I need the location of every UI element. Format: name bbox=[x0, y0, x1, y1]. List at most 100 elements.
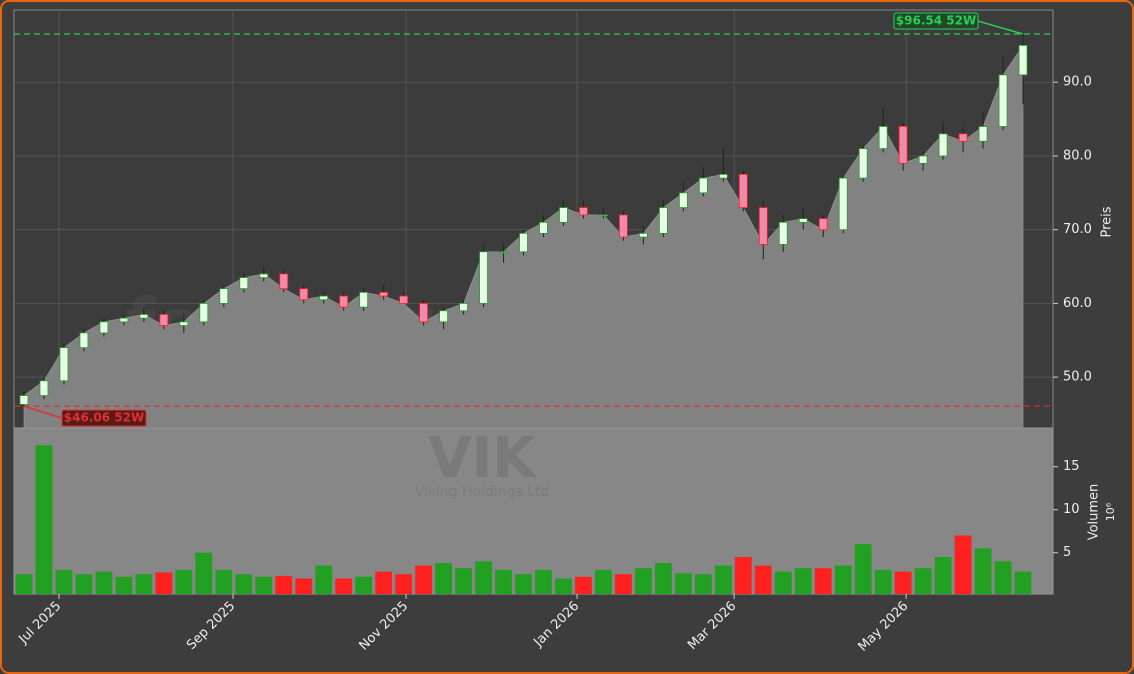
volume-bar bbox=[814, 568, 832, 594]
candle-body bbox=[718, 173, 728, 179]
symbol: VIK bbox=[428, 426, 538, 491]
candle-body bbox=[838, 177, 848, 231]
volume-bar bbox=[95, 571, 113, 594]
y2-tick-label: 15 bbox=[1063, 459, 1080, 474]
candle-body bbox=[519, 232, 528, 253]
volume-bar bbox=[774, 571, 792, 594]
y-tick-label: 70.0 bbox=[1063, 222, 1092, 237]
candle-body bbox=[339, 295, 349, 308]
volume-bar bbox=[635, 568, 652, 594]
annotation-arrow bbox=[23, 405, 63, 419]
candle-body bbox=[159, 314, 169, 326]
volume-bar bbox=[155, 572, 173, 594]
candle-body bbox=[39, 380, 49, 396]
volume-bar bbox=[475, 561, 492, 594]
volume-bar bbox=[1014, 571, 1032, 594]
volume-bar bbox=[714, 565, 732, 594]
volume-bar bbox=[834, 565, 852, 594]
candle-body bbox=[359, 291, 369, 308]
candle-body bbox=[299, 288, 309, 301]
candle-body bbox=[858, 148, 868, 179]
candle-body bbox=[319, 295, 329, 301]
candle-body bbox=[439, 310, 448, 323]
volume-bar bbox=[894, 571, 912, 594]
y-axis-label: Preis bbox=[1100, 206, 1115, 237]
volume-bar bbox=[435, 563, 452, 594]
candle-body bbox=[1018, 44, 1028, 76]
volume-bar bbox=[615, 574, 632, 594]
candle-body bbox=[778, 221, 788, 245]
candle-body bbox=[918, 155, 928, 164]
volume-bar bbox=[375, 571, 393, 594]
candle-body bbox=[419, 303, 429, 323]
volume-bar bbox=[215, 569, 233, 594]
candle-body bbox=[599, 214, 608, 217]
candle-body bbox=[559, 207, 568, 223]
annotation-label: $46.06 52W bbox=[64, 411, 144, 425]
y2-axis-label: Volumen bbox=[1087, 484, 1102, 541]
candle-body bbox=[938, 133, 948, 157]
y-tick-label: 50.0 bbox=[1063, 370, 1092, 385]
volume-bar bbox=[954, 535, 972, 594]
y-tick-label: 80.0 bbox=[1063, 148, 1092, 163]
volume-bar bbox=[275, 575, 293, 594]
volume-bar bbox=[415, 565, 432, 594]
candle-body bbox=[958, 133, 968, 142]
volume-bar bbox=[395, 574, 413, 594]
volume-bar bbox=[115, 576, 133, 594]
candle-body bbox=[998, 74, 1008, 127]
candle-body bbox=[279, 273, 289, 290]
candle-body bbox=[499, 251, 508, 254]
candle-body bbox=[698, 177, 708, 194]
candle-body bbox=[818, 218, 828, 231]
candle-body bbox=[59, 347, 69, 382]
candle-body bbox=[219, 288, 229, 304]
volume-bar bbox=[555, 578, 572, 594]
candle-body bbox=[479, 251, 488, 304]
candle-body bbox=[878, 126, 888, 149]
volume-bar bbox=[295, 578, 313, 594]
candle-body bbox=[179, 321, 189, 326]
volume-bar bbox=[355, 576, 373, 594]
volume-bar bbox=[874, 569, 892, 594]
volume-bar bbox=[495, 569, 512, 594]
volume-bar bbox=[694, 574, 712, 594]
candle-body bbox=[579, 207, 588, 216]
volume-bar bbox=[335, 578, 353, 594]
volume-bar bbox=[854, 544, 872, 594]
volume-bar bbox=[455, 568, 472, 594]
volume-bar bbox=[974, 548, 992, 594]
volume-bar bbox=[195, 552, 213, 594]
candle-body bbox=[379, 291, 389, 297]
candle-body bbox=[658, 207, 668, 234]
candle-body bbox=[259, 273, 269, 279]
candle-body bbox=[678, 192, 688, 208]
volume-bar bbox=[515, 574, 532, 594]
volume-bar bbox=[934, 557, 952, 594]
volume-bar bbox=[595, 569, 612, 594]
candle-body bbox=[119, 317, 129, 323]
y2-tick-label: 5 bbox=[1063, 545, 1071, 560]
candle-body bbox=[399, 295, 409, 304]
volume-bar bbox=[75, 574, 93, 594]
candle-body bbox=[199, 303, 209, 323]
volume-bar bbox=[914, 568, 932, 594]
volume-bar bbox=[734, 557, 752, 594]
candle-body bbox=[539, 221, 548, 234]
y-tick-label: 90.0 bbox=[1063, 75, 1092, 90]
volume-bar bbox=[575, 576, 592, 594]
volume-bar bbox=[135, 574, 153, 594]
y2-tick-label: 10 bbox=[1063, 502, 1080, 517]
volume-bar bbox=[794, 568, 812, 594]
candle-body bbox=[758, 207, 768, 245]
y-tick-label: 60.0 bbox=[1063, 296, 1092, 311]
annotation-arrow bbox=[977, 20, 1024, 35]
volume-bar bbox=[35, 445, 53, 594]
volume-bar bbox=[315, 565, 333, 594]
volume-bar bbox=[235, 574, 253, 594]
volume-bar bbox=[55, 569, 73, 594]
volume-bar bbox=[15, 574, 33, 594]
candle-body bbox=[619, 214, 628, 238]
volume-bar bbox=[994, 561, 1012, 594]
